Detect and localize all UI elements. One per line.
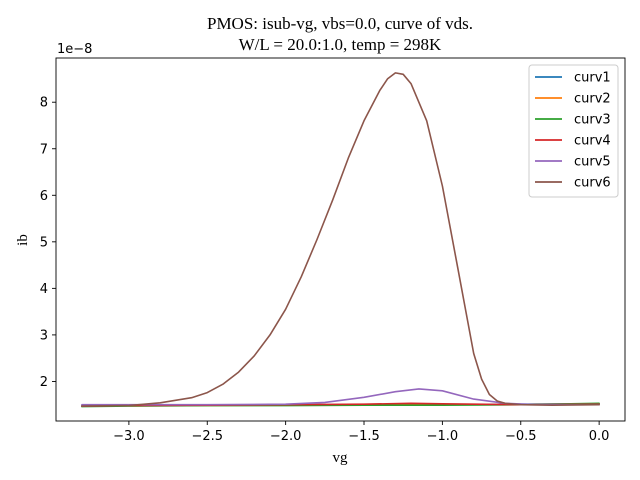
- legend-label-curv2: curv2: [574, 92, 611, 107]
- legend-label-curv5: curv5: [574, 155, 611, 170]
- y-tick-label: 6: [40, 189, 48, 204]
- x-tick-label: −2.0: [270, 429, 302, 444]
- x-tick-label: −3.0: [113, 429, 145, 444]
- y-tick-label: 8: [40, 96, 48, 111]
- x-axis-label: vg: [333, 450, 349, 466]
- legend-label-curv4: curv4: [574, 134, 611, 149]
- y-axis-label: ib: [15, 234, 31, 246]
- ticks-layer: −3.0 −2.5 −2.0 −1.5 −1.0 −0.5 0.0 2 3 4 5 6 7 8: [40, 96, 610, 444]
- chart-title: PMOS: isub-vg, vbs=0.0, curve of vds.: [207, 14, 473, 33]
- x-tick-label: −1.5: [348, 429, 380, 444]
- chart-subtitle: W/L = 20.0:1.0, temp = 298K: [239, 35, 442, 54]
- x-tick-label: −1.0: [427, 429, 459, 444]
- legend-label-curv1: curv1: [574, 71, 611, 86]
- y-tick-label: 3: [40, 328, 48, 343]
- y-offset-label: 1e−8: [57, 42, 92, 57]
- series-line-curv6: [81, 72, 600, 407]
- x-tick-label: 0.0: [589, 429, 610, 444]
- y-tick-label: 2: [40, 375, 48, 390]
- y-tick-label: 7: [40, 142, 48, 157]
- series-layer: [81, 72, 600, 408]
- legend-label-curv6: curv6: [574, 176, 611, 191]
- plot-frame: [55, 57, 626, 422]
- x-tick-label: −0.5: [505, 429, 537, 444]
- x-tick-label: −2.5: [191, 429, 223, 444]
- y-tick-label: 5: [40, 235, 48, 250]
- legend: curv1 curv2 curv3 curv4 curv5 curv6: [528, 64, 619, 198]
- y-tick-label: 4: [40, 282, 48, 297]
- legend-label-curv3: curv3: [574, 113, 611, 128]
